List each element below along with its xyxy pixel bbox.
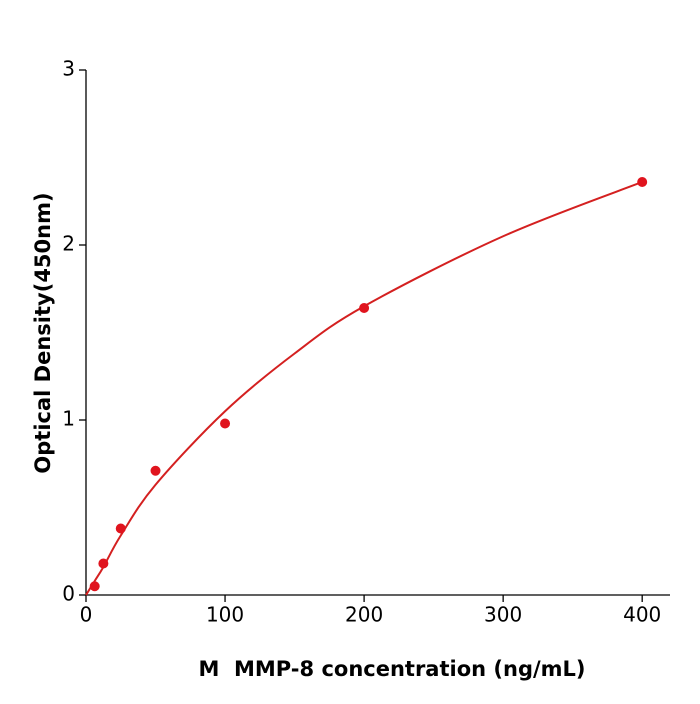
x-tick-label: 100 [206, 603, 244, 627]
y-tick-label: 3 [62, 57, 75, 81]
data-point [150, 465, 161, 476]
data-point [115, 523, 126, 534]
data-point [220, 418, 231, 429]
fit-curve [85, 181, 643, 596]
data-point [359, 303, 370, 313]
x-axis-title: M MMP-8 concentration (ng/mL) [198, 657, 585, 681]
y-tick-label: 2 [62, 232, 75, 256]
data-point [98, 558, 109, 569]
x-tick-label: 400 [623, 603, 661, 627]
data-point [637, 177, 648, 187]
data-point [89, 581, 100, 592]
y-tick-label: 0 [62, 582, 75, 606]
x-tick-label: 300 [484, 603, 522, 627]
y-axis-title: Optical Density(450nm) [31, 192, 55, 473]
y-tick-label: 1 [62, 407, 75, 431]
x-tick-label: 200 [345, 603, 383, 627]
x-tick-label: 0 [80, 603, 93, 627]
